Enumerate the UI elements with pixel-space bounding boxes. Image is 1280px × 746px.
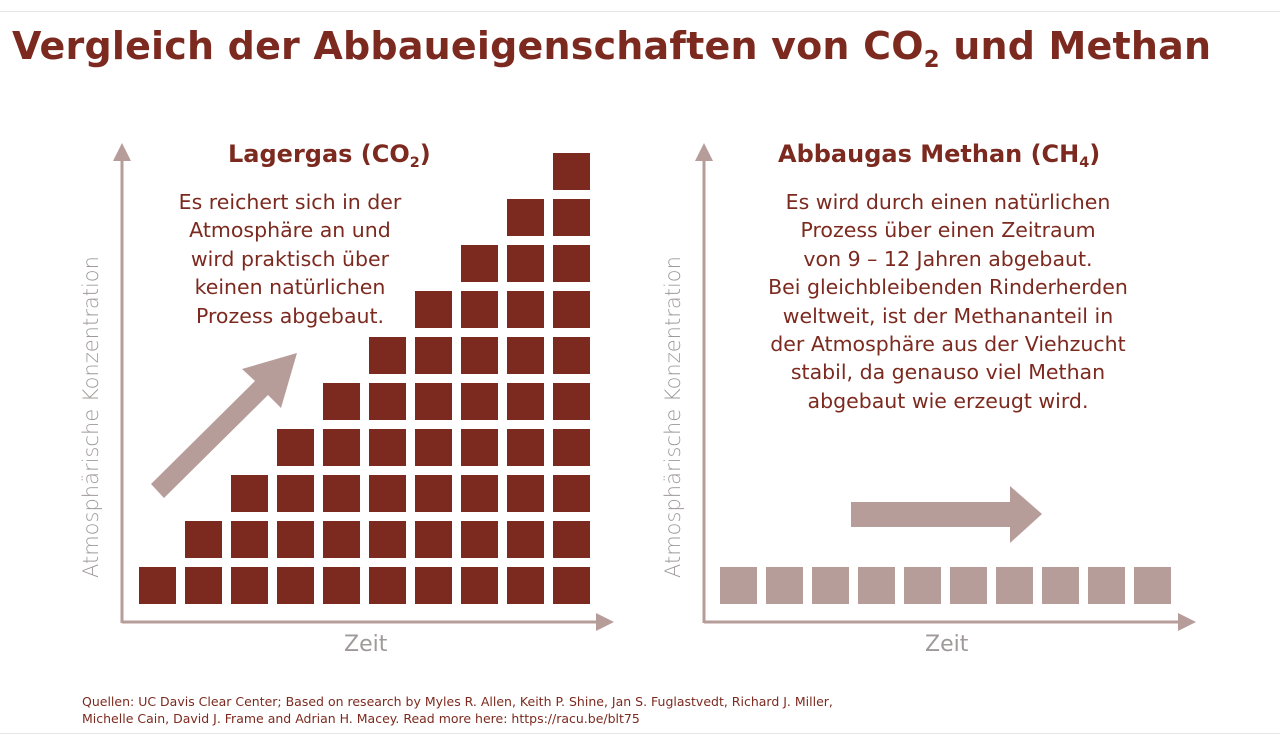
title-tail: und Methan: [939, 24, 1212, 68]
co2-block-5-4: [323, 429, 360, 466]
co2-block-8-6: [461, 337, 498, 374]
co2-block-4-4: [277, 429, 314, 466]
co2-block-5-2: [323, 521, 360, 558]
co2-block-4-1: [277, 567, 314, 604]
co2-block-10-4: [553, 429, 590, 466]
co2-block-9-1: [507, 567, 544, 604]
co2-block-9-2: [507, 521, 544, 558]
methane-block-7-1: [996, 567, 1033, 604]
co2-block-9-8: [507, 245, 544, 282]
co2-block-2-2: [185, 521, 222, 558]
co2-block-9-9: [507, 199, 544, 236]
co2-block-2-1: [185, 567, 222, 604]
left-title-subscript: 2: [409, 155, 420, 172]
bottom-divider: [0, 733, 1280, 734]
co2-block-6-1: [369, 567, 406, 604]
top-divider: [0, 11, 1280, 12]
page-title: Vergleich der Abbaueigenschaften von CO2…: [12, 24, 1212, 71]
co2-block-5-3: [323, 475, 360, 512]
methane-block-3-1: [812, 567, 849, 604]
methane-block-2-1: [766, 567, 803, 604]
co2-block-10-2: [553, 521, 590, 558]
right-title-main: Abbaugas Methan (CH: [778, 140, 1080, 168]
methane-block-10-1: [1134, 567, 1171, 604]
co2-block-8-4: [461, 429, 498, 466]
co2-block-4-2: [277, 521, 314, 558]
co2-block-8-5: [461, 383, 498, 420]
co2-block-9-4: [507, 429, 544, 466]
co2-block-9-3: [507, 475, 544, 512]
co2-block-10-1: [553, 567, 590, 604]
co2-block-9-5: [507, 383, 544, 420]
co2-block-4-3: [277, 475, 314, 512]
co2-block-5-5: [323, 383, 360, 420]
left-panel-description: Es reichert sich in der Atmosphäre an un…: [178, 190, 402, 328]
left-title-main: Lagergas (CO: [228, 140, 410, 168]
co2-block-10-8: [553, 245, 590, 282]
co2-block-10-7: [553, 291, 590, 328]
co2-block-7-1: [415, 567, 452, 604]
co2-block-6-4: [369, 429, 406, 466]
title-main: Vergleich der Abbaueigenschaften von CO: [12, 24, 924, 68]
co2-block-10-10: [553, 153, 590, 190]
co2-block-7-5: [415, 383, 452, 420]
sources-footnote: Quellen: UC Davis Clear Center; Based on…: [82, 694, 833, 726]
co2-block-3-1: [231, 567, 268, 604]
co2-block-7-7: [415, 291, 452, 328]
methane-block-8-1: [1042, 567, 1079, 604]
right-title-tail: ): [1089, 140, 1101, 168]
arrow-up-right-icon: [151, 353, 297, 498]
co2-block-8-1: [461, 567, 498, 604]
left-y-axis-label: Atmosphärische Konzentration: [79, 256, 103, 578]
co2-bars: [139, 153, 590, 604]
methane-block-5-1: [904, 567, 941, 604]
right-y-axis-label: Atmosphärische Konzentration: [661, 256, 685, 578]
co2-block-5-1: [323, 567, 360, 604]
methane-block-1-1: [720, 567, 757, 604]
left-panel-title: Lagergas (CO2): [228, 140, 431, 172]
co2-block-3-3: [231, 475, 268, 512]
left-x-axis-label: Zeit: [344, 632, 388, 657]
co2-block-9-6: [507, 337, 544, 374]
right-x-axis-label: Zeit: [925, 632, 969, 657]
methane-block-4-1: [858, 567, 895, 604]
co2-block-3-2: [231, 521, 268, 558]
co2-block-7-4: [415, 429, 452, 466]
methane-block-6-1: [950, 567, 987, 604]
right-panel-title: Abbaugas Methan (CH4): [778, 140, 1101, 172]
arrow-right-icon: [851, 486, 1042, 543]
co2-block-6-2: [369, 521, 406, 558]
co2-block-8-2: [461, 521, 498, 558]
co2-block-6-5: [369, 383, 406, 420]
title-subscript: 2: [923, 46, 940, 73]
co2-block-8-3: [461, 475, 498, 512]
co2-block-10-6: [553, 337, 590, 374]
co2-block-8-8: [461, 245, 498, 282]
co2-block-1-1: [139, 567, 176, 604]
co2-block-8-7: [461, 291, 498, 328]
co2-block-6-3: [369, 475, 406, 512]
methane-block-9-1: [1088, 567, 1125, 604]
co2-block-7-3: [415, 475, 452, 512]
co2-block-9-7: [507, 291, 544, 328]
co2-block-10-9: [553, 199, 590, 236]
co2-block-7-6: [415, 337, 452, 374]
co2-block-6-6: [369, 337, 406, 374]
co2-block-7-2: [415, 521, 452, 558]
methane-bars: [720, 567, 1171, 604]
co2-block-10-5: [553, 383, 590, 420]
right-title-subscript: 4: [1079, 155, 1090, 172]
right-panel-description: Es wird durch einen natürlichen Prozess …: [768, 190, 1128, 413]
left-title-tail: ): [419, 140, 431, 168]
co2-block-10-3: [553, 475, 590, 512]
